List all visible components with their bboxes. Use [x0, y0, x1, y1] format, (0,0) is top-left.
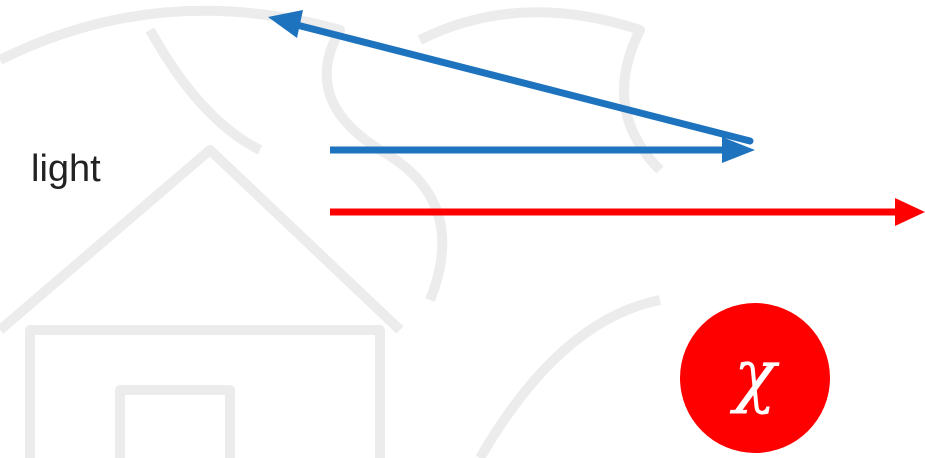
blue-horizontal-arrowhead	[722, 137, 755, 163]
light-label: light	[31, 148, 101, 190]
red-arrowhead	[895, 198, 925, 226]
reflected-arrow-shaft	[289, 20, 754, 145]
reflected-arrowhead	[268, 10, 303, 38]
chi-symbol: χ	[733, 334, 777, 416]
chi-badge: χ	[680, 303, 830, 453]
